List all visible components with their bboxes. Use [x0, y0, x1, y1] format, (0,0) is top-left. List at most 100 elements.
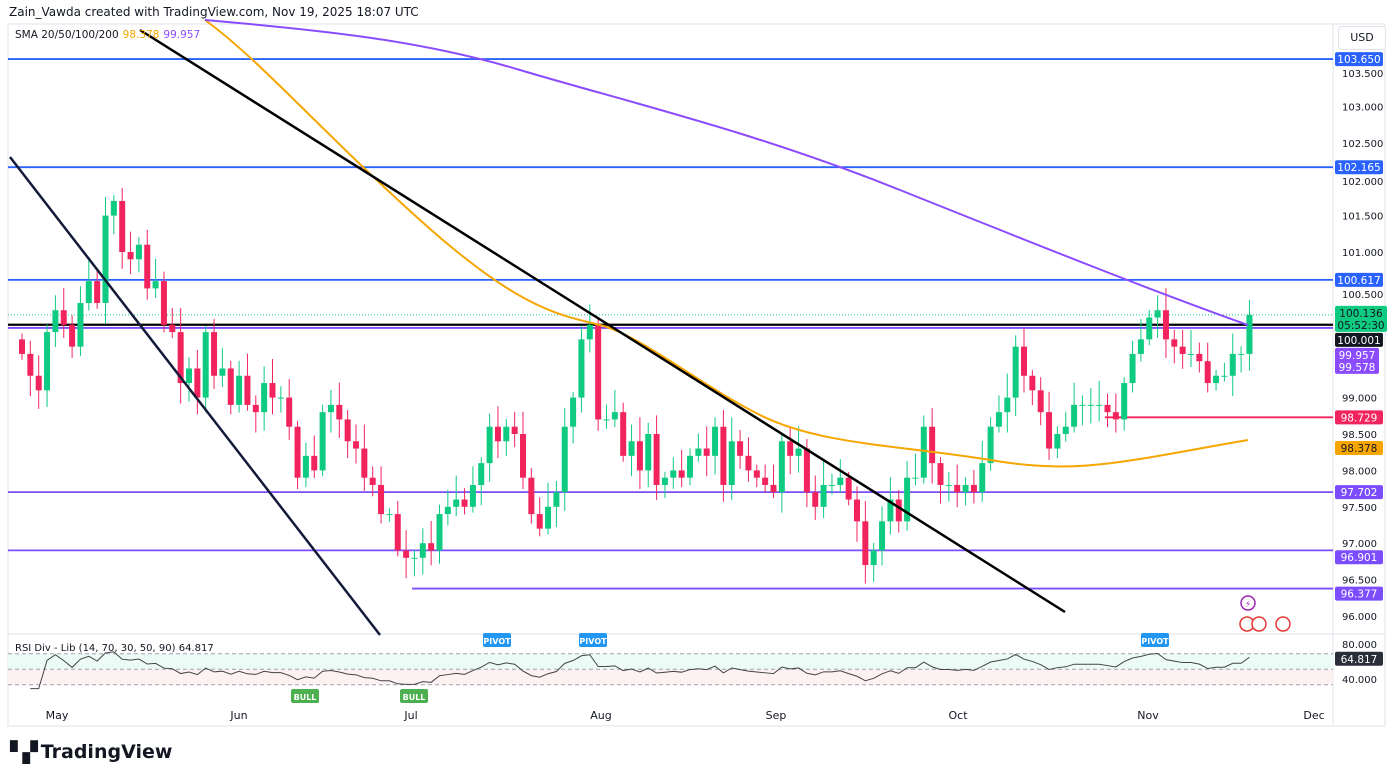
candle-body — [1171, 339, 1178, 347]
candle-body — [294, 426, 301, 478]
rsi-marker: BULL — [403, 693, 426, 702]
level-label: 100.001 — [1337, 335, 1380, 347]
event-lightning-icon — [1240, 595, 1256, 611]
candle-body — [1046, 412, 1053, 449]
candle-body — [1137, 339, 1144, 354]
rsi-tick: 40.000 — [1342, 675, 1377, 686]
level-label-bg — [1335, 550, 1383, 565]
us-flag-event-icon — [1275, 616, 1291, 632]
candle-body — [1188, 353, 1194, 355]
candle-body — [119, 201, 126, 252]
candle-body — [386, 514, 393, 516]
candle-body — [336, 404, 343, 420]
currency-button[interactable]: USD — [1338, 26, 1386, 50]
rsi-marker-bg — [483, 633, 511, 647]
countdown-label: 05:52:30 — [1337, 320, 1384, 332]
candle-body — [795, 448, 802, 456]
price-tick: 103.000 — [1342, 102, 1383, 113]
candle-body — [503, 426, 510, 442]
level-label-bg — [1335, 485, 1383, 500]
time-tick: Aug — [590, 709, 611, 722]
level-label-bg — [1335, 272, 1383, 287]
chart-frame — [7, 23, 1386, 727]
sma100-line — [204, 19, 1249, 468]
tradingview-logo[interactable]: ▘▞ TradingView — [10, 740, 172, 764]
price-tick: 101.500 — [1342, 212, 1383, 223]
candle-body — [1087, 404, 1094, 406]
rsi-marker-bg — [400, 689, 428, 703]
candle-body — [979, 463, 986, 493]
candle-body — [820, 484, 827, 507]
candle-body — [211, 332, 218, 376]
price-tick: 98.500 — [1342, 430, 1377, 441]
sma100-label-bg — [1335, 441, 1383, 455]
candle-body — [19, 339, 25, 354]
time-tick: Jul — [403, 709, 417, 722]
price-tick: 101.000 — [1342, 248, 1383, 259]
candle-body — [904, 477, 911, 522]
candle-body — [1054, 434, 1061, 449]
candle-body — [1079, 404, 1086, 406]
candle-body — [277, 397, 284, 399]
candle-body — [920, 426, 927, 478]
candle-body — [1021, 346, 1027, 376]
candle-body — [1121, 383, 1128, 420]
sma100-value: 98.378 — [122, 29, 160, 41]
candle-body — [478, 463, 485, 485]
price-tick: 103.500 — [1342, 69, 1383, 80]
candle-body — [1012, 346, 1019, 398]
sma200-line — [204, 19, 1249, 326]
time-tick: Nov — [1137, 709, 1159, 722]
candle-body — [1213, 375, 1220, 384]
candle-body — [645, 434, 652, 471]
sma-legend[interactable]: SMA 20/50/100/200 98.378 99.957 — [15, 29, 200, 41]
candle-body — [327, 404, 334, 413]
candle-body — [419, 543, 426, 558]
time-tick: Sep — [766, 709, 787, 722]
candle-body — [1196, 353, 1203, 362]
sma200-value: 99.957 — [163, 29, 201, 41]
candle-body — [895, 499, 902, 522]
candle-body — [678, 470, 685, 478]
candle-body — [887, 499, 894, 522]
time-tick: Dec — [1303, 709, 1324, 722]
rsi-marker-bg — [1141, 633, 1169, 647]
level-label: 103.650 — [1337, 54, 1380, 66]
sma100-label: 98.378 — [1341, 443, 1378, 455]
candle-body — [586, 324, 593, 340]
candle-body — [110, 201, 117, 216]
rsi-marker: PIVOT — [483, 637, 511, 646]
candle-body — [511, 426, 518, 434]
last-price-label: 100.136 — [1339, 308, 1383, 320]
level-label-bg — [1335, 332, 1383, 347]
rsi-legend[interactable]: RSI Div - Lib (14, 70, 30, 50, 90) 64.81… — [15, 643, 214, 654]
level-label: 99.957 — [1339, 350, 1376, 362]
candle-body — [695, 448, 702, 456]
candle-body — [244, 375, 251, 405]
price-tick: 99.000 — [1342, 394, 1377, 405]
candle-body — [670, 470, 677, 478]
candle-body — [194, 368, 201, 398]
logo-icon: ▘▞ — [10, 740, 38, 764]
sma200-label: 99.578 — [1339, 362, 1376, 374]
price-tick: 96.000 — [1342, 612, 1377, 623]
candle-body — [169, 324, 176, 333]
candle-body — [929, 426, 936, 464]
candle-body — [636, 441, 643, 471]
candle-body — [570, 397, 577, 427]
candle-body — [661, 477, 668, 485]
level-label: 100.617 — [1337, 275, 1380, 287]
candle-body — [494, 426, 501, 442]
price-tick: 96.500 — [1342, 576, 1377, 587]
candle-body — [828, 484, 835, 486]
candle-body — [945, 484, 952, 486]
level-label-bg — [1335, 160, 1383, 175]
candle-body — [144, 244, 151, 289]
level-label-bg — [1335, 586, 1383, 601]
candle-body — [461, 499, 468, 507]
candle-body — [1112, 412, 1119, 420]
candle-body — [453, 499, 460, 507]
candle-body — [603, 419, 610, 421]
candle-body — [1154, 310, 1161, 318]
